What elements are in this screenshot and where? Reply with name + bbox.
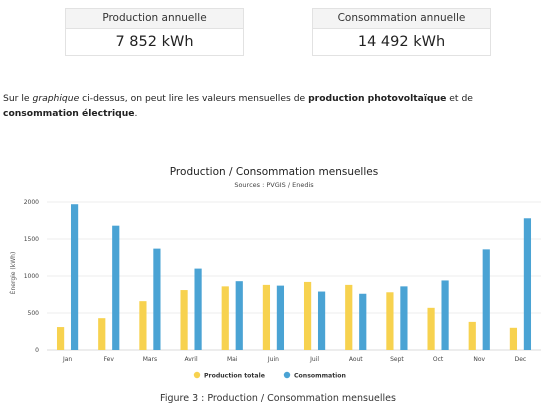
x-tick-label: Dec [515, 356, 527, 363]
intro-text-2: ci-dessus, on peut lire les valeurs mens… [79, 93, 309, 104]
intro-text-3: et de [446, 93, 473, 104]
y-tick-label: 1000 [24, 273, 39, 280]
x-tick-label: Mars [143, 356, 157, 363]
kpi-consommation-label: Consommation annuelle [313, 9, 490, 29]
bar-production [386, 292, 394, 350]
bar-consommation [317, 291, 326, 350]
kpi-production-label: Production annuelle [66, 9, 243, 29]
chart-subtitle: Sources : PVGIS / Enedis [234, 181, 314, 189]
x-tick-label: Juin [267, 356, 279, 363]
bar-production [139, 301, 147, 350]
monthly-chart: Production / Consommation mensuelles Sou… [9, 166, 541, 380]
x-tick-label: Fev [104, 356, 115, 363]
bar-production [180, 290, 188, 350]
legend-marker-production [193, 371, 201, 379]
bar-consommation [441, 280, 449, 350]
y-axis-label: Énergie (kWh) [9, 252, 17, 295]
bar-production [509, 327, 518, 350]
kpi-consommation-value: 14 492 kWh [357, 34, 446, 50]
kpi-consommation-card: Consommation annuelle 14 492 kWh [312, 8, 491, 56]
bar-production [262, 284, 271, 350]
x-tick-label: Mai [227, 356, 238, 363]
legend-label-consommation: Consommation [294, 373, 346, 380]
bar-consommation [194, 268, 202, 350]
x-tick-label: Jan [62, 356, 72, 363]
chart-title: Production / Consommation mensuelles [170, 166, 378, 178]
intro-bold-1: production photovoltaïque [308, 93, 447, 104]
bars-layer [56, 204, 532, 350]
bar-consommation [359, 293, 367, 350]
intro-text-1: Sur le [3, 93, 33, 104]
bar-consommation [482, 249, 490, 350]
bar-production [427, 307, 435, 350]
bar-consommation [400, 286, 408, 350]
x-tick-label: Juil [309, 356, 319, 363]
axis-layer: 0 500 1000 1500 2000 Jan Fev Mars Avril Mai Juin Ju… [24, 199, 527, 363]
intro-text-4: . [134, 107, 138, 119]
kpi-production-card: Production annuelle 7 852 kWh [65, 8, 244, 56]
bar-production [56, 327, 65, 350]
x-tick-label: Nov [473, 356, 485, 363]
intro-paragraph: Sur le graphique ci-dessus, on peut lire… [3, 92, 548, 121]
bar-production [468, 321, 476, 350]
x-tick-label: Sept [390, 356, 404, 363]
legend-marker-consommation [283, 371, 291, 379]
bar-production [98, 318, 106, 350]
bar-consommation [153, 248, 161, 350]
y-tick-label: 0 [35, 347, 39, 354]
y-tick-label: 500 [28, 310, 40, 317]
kpi-production-value: 7 852 kWh [115, 34, 194, 50]
y-tick-label: 1500 [24, 236, 39, 243]
bar-consommation [276, 285, 285, 350]
intro-bold-2: consommation électrique [3, 107, 135, 119]
legend-label-production: Production totale [204, 373, 265, 380]
bar-consommation [523, 218, 532, 350]
legend: Production totale Consommation [193, 371, 346, 380]
x-tick-label: Avril [185, 356, 198, 363]
grid-layer [47, 201, 541, 351]
bar-consommation [70, 204, 79, 350]
bar-production [221, 286, 229, 350]
y-tick-label: 2000 [24, 199, 39, 206]
bar-consommation [112, 225, 120, 350]
x-tick-label: Aout [349, 356, 363, 363]
bar-production [345, 284, 353, 350]
bar-production [303, 281, 312, 350]
figure-caption: Figure 3 : Production / Consommation men… [160, 393, 396, 404]
intro-italic: graphique [32, 93, 80, 104]
x-tick-label: Oct [433, 356, 444, 363]
bar-consommation [235, 281, 243, 350]
